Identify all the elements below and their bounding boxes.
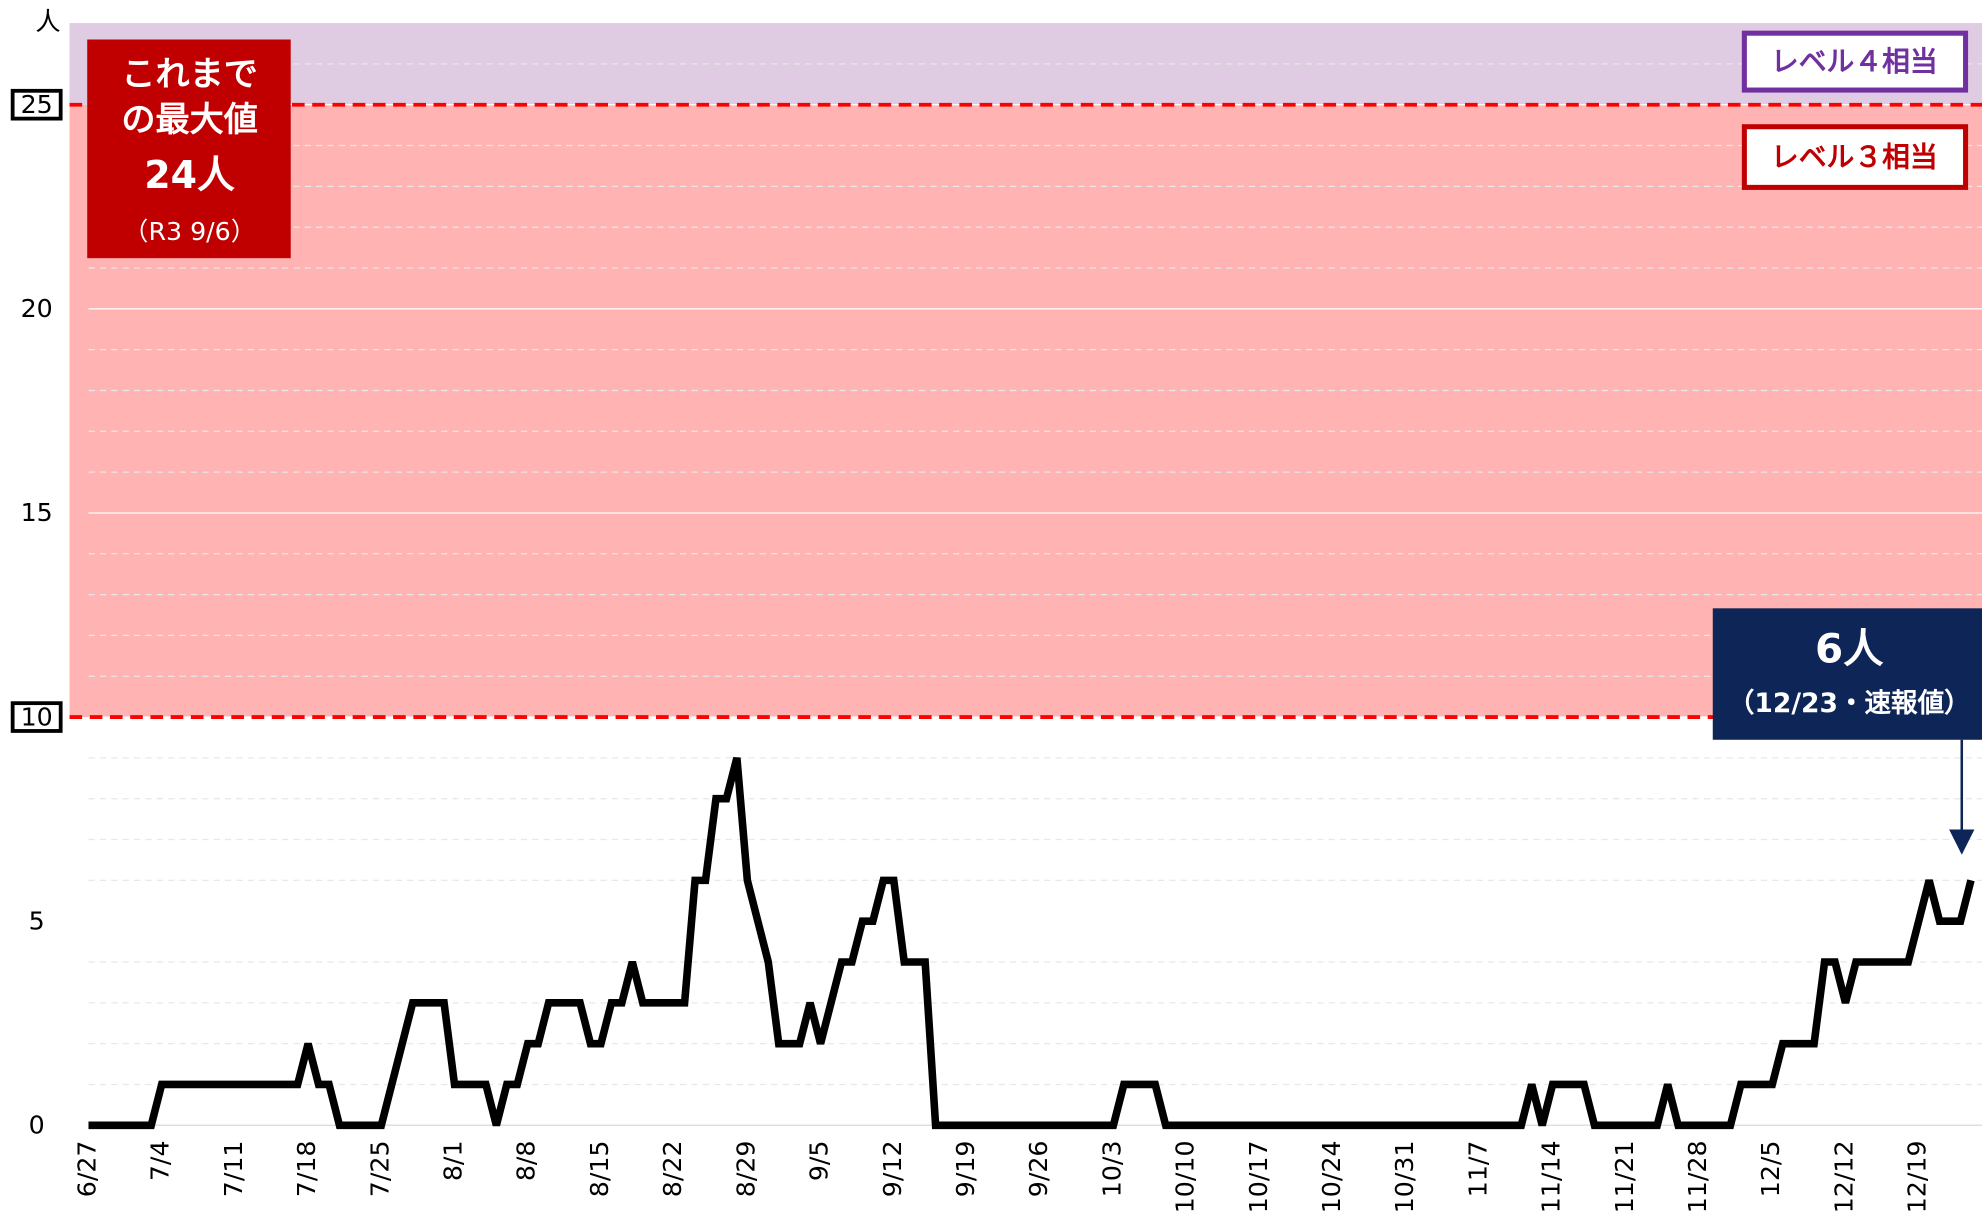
x-tick-label: 6/27 bbox=[72, 1140, 101, 1197]
y-tick-label: 15 bbox=[21, 498, 53, 527]
level-label: レベル３相当 bbox=[1771, 140, 1938, 173]
max-value: 24人 bbox=[144, 153, 235, 197]
x-tick-label: 7/18 bbox=[292, 1140, 321, 1197]
max-text: これまで bbox=[121, 55, 257, 95]
x-tick-label: 7/4 bbox=[146, 1140, 175, 1181]
x-tick-label: 7/11 bbox=[219, 1140, 248, 1197]
y-tick-label: 5 bbox=[29, 906, 45, 935]
x-tick-label: 9/5 bbox=[805, 1140, 834, 1181]
max-date: （R3 9/6） bbox=[123, 217, 256, 246]
x-tick-label: 9/26 bbox=[1024, 1140, 1053, 1197]
x-tick-label: 10/17 bbox=[1244, 1140, 1273, 1213]
y-tick-label: 20 bbox=[21, 294, 53, 323]
x-tick-label: 11/7 bbox=[1463, 1140, 1492, 1197]
x-tick-label: 11/21 bbox=[1610, 1140, 1639, 1213]
level-label-box bbox=[1741, 124, 1969, 190]
x-tick-label: 8/22 bbox=[658, 1140, 687, 1197]
x-tick-label: 12/12 bbox=[1829, 1140, 1858, 1213]
level-label: レベル４相当 bbox=[1771, 45, 1938, 78]
x-tick-label: 8/29 bbox=[731, 1140, 760, 1197]
latest-box bbox=[1712, 608, 1982, 740]
x-tick-label: 8/15 bbox=[585, 1140, 614, 1197]
y-tick-label: 0 bbox=[29, 1111, 45, 1140]
y-unit: 人 bbox=[35, 7, 60, 36]
level-band bbox=[69, 104, 1982, 718]
x-tick-label: 12/19 bbox=[1903, 1140, 1932, 1213]
tick-box bbox=[10, 701, 63, 733]
data-line bbox=[88, 756, 1975, 1130]
x-tick-label: 10/3 bbox=[1097, 1140, 1126, 1197]
x-tick-label: 8/1 bbox=[439, 1140, 468, 1181]
x-tick-label: 10/31 bbox=[1390, 1140, 1419, 1213]
x-tick-label: 9/12 bbox=[878, 1140, 907, 1197]
y-tick-label: 25 bbox=[21, 90, 53, 119]
max-box bbox=[87, 39, 291, 259]
tick-box bbox=[10, 88, 63, 121]
x-tick-label: 9/19 bbox=[951, 1140, 980, 1197]
x-tick-label: 11/28 bbox=[1683, 1140, 1712, 1213]
arrow-head bbox=[1949, 829, 1975, 855]
x-tick-label: 8/8 bbox=[512, 1140, 541, 1181]
y-tick-label: 10 bbox=[21, 702, 53, 731]
x-tick-label: 12/5 bbox=[1756, 1140, 1785, 1197]
max-text: の最大値 bbox=[121, 100, 257, 140]
latest-value: 6人 bbox=[1815, 624, 1884, 672]
x-tick-label: 11/14 bbox=[1537, 1140, 1566, 1213]
x-tick-label: 7/25 bbox=[365, 1140, 394, 1197]
x-tick-label: 10/24 bbox=[1317, 1140, 1346, 1213]
x-tick-label: 10/10 bbox=[1171, 1140, 1200, 1213]
level-label-box bbox=[1741, 30, 1969, 93]
latest-date: （12/23・速報値） bbox=[1728, 688, 1971, 719]
